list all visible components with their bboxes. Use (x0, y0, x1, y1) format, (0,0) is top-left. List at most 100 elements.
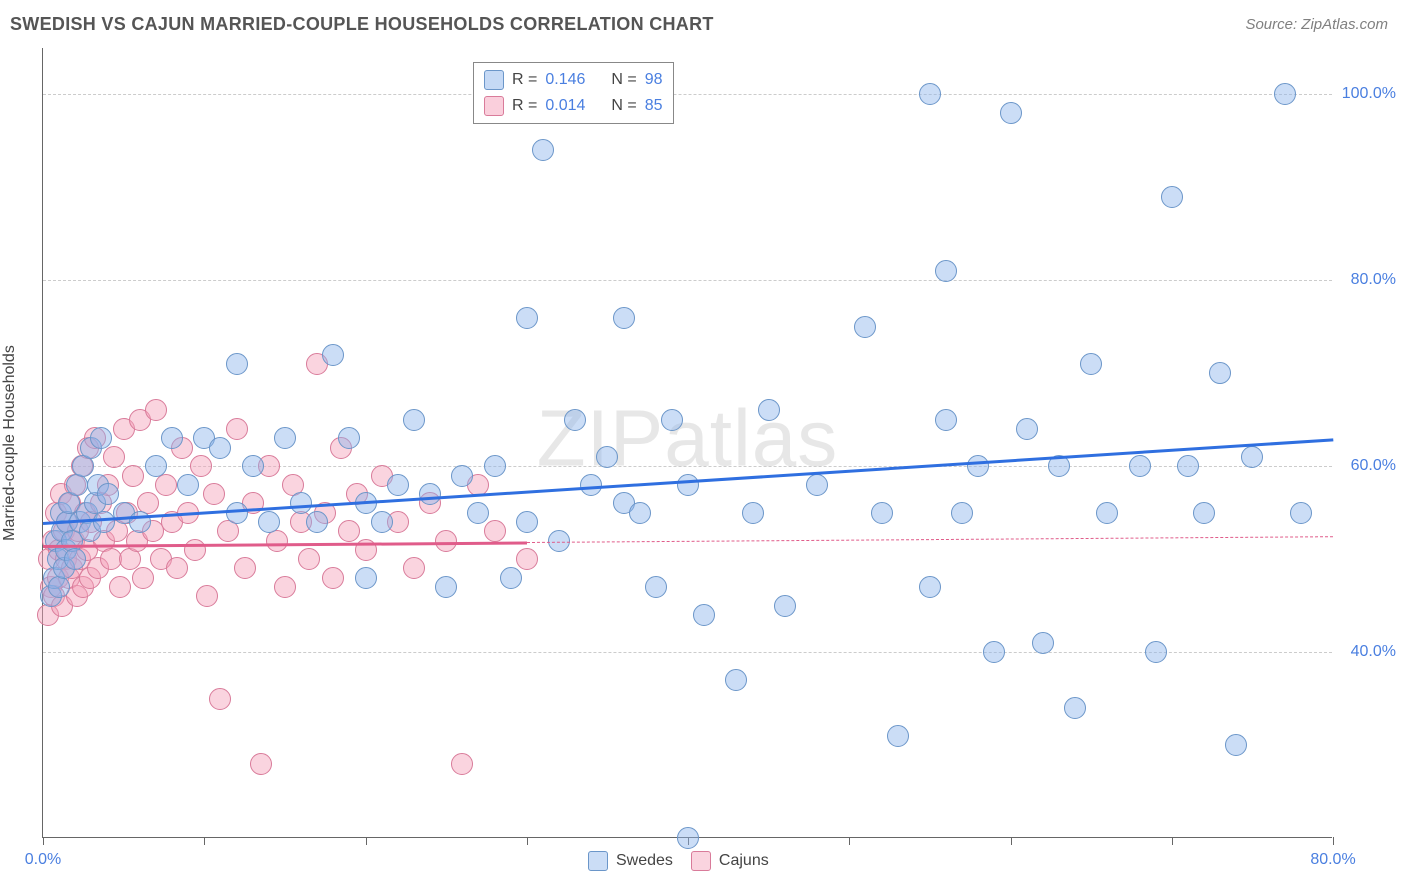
cajuns-point (132, 567, 154, 589)
legend-swatch (484, 96, 504, 116)
n-value: 85 (645, 97, 663, 115)
cajuns-point (203, 483, 225, 505)
plot-area: Married-couple Households ZIPatlas 40.0%… (42, 48, 1332, 838)
swedes-point (355, 567, 377, 589)
swedes-point (1064, 697, 1086, 719)
swedes-point (387, 474, 409, 496)
swedes-point (516, 511, 538, 533)
cajuns-point (166, 557, 188, 579)
scatter-plot: ZIPatlas 40.0%60.0%80.0%100.0%0.0%80.0%R… (42, 48, 1332, 838)
swedes-point (322, 344, 344, 366)
cajuns-point (209, 688, 231, 710)
swedes-point (1032, 632, 1054, 654)
correlation-legend-row: R =0.146N =98 (484, 67, 663, 93)
gridline (43, 94, 1332, 95)
swedes-point (451, 465, 473, 487)
swedes-point (677, 474, 699, 496)
swedes-point (419, 483, 441, 505)
swedes-point (887, 725, 909, 747)
cajuns-point (184, 539, 206, 561)
swedes-point (613, 307, 635, 329)
swedes-point (48, 576, 70, 598)
x-tick (1172, 837, 1173, 845)
swedes-point (564, 409, 586, 431)
gridline (43, 652, 1332, 653)
swedes-point (1241, 446, 1263, 468)
swedes-point (854, 316, 876, 338)
cajuns-point (274, 576, 296, 598)
series-legend-label: Swedes (616, 852, 673, 870)
legend-swatch (484, 70, 504, 90)
swedes-point (548, 530, 570, 552)
cajuns-point (226, 418, 248, 440)
swedes-point (935, 260, 957, 282)
swedes-point (258, 511, 280, 533)
series-legend-item: Swedes (588, 851, 673, 871)
swedes-point (226, 353, 248, 375)
swedes-point (532, 139, 554, 161)
swedes-point (596, 446, 618, 468)
swedes-point (661, 409, 683, 431)
cajuns-point (451, 753, 473, 775)
swedes-point (1016, 418, 1038, 440)
cajuns-point (484, 520, 506, 542)
cajuns-point (190, 455, 212, 477)
x-tick-label: 80.0% (1310, 851, 1355, 869)
swedes-point (758, 399, 780, 421)
swedes-point (435, 576, 457, 598)
y-tick-label: 60.0% (1336, 457, 1396, 475)
swedes-point (677, 827, 699, 849)
swedes-point (1096, 502, 1118, 524)
cajuns-point (122, 465, 144, 487)
swedes-trendline (43, 438, 1333, 525)
n-label: N = (611, 97, 636, 115)
swedes-point (806, 474, 828, 496)
x-tick (849, 837, 850, 845)
chart-header: SWEDISH VS CAJUN MARRIED-COUPLE HOUSEHOL… (0, 0, 1406, 40)
cajuns-point (338, 520, 360, 542)
correlation-legend-row: R =0.014N =85 (484, 93, 663, 119)
swedes-point (725, 669, 747, 691)
swedes-point (145, 455, 167, 477)
r-label: R = (512, 71, 537, 89)
x-tick (1333, 837, 1334, 845)
gridline (43, 280, 1332, 281)
swedes-point (693, 604, 715, 626)
x-tick (43, 837, 44, 845)
swedes-point (484, 455, 506, 477)
swedes-point (645, 576, 667, 598)
swedes-point (177, 474, 199, 496)
cajuns-point (196, 585, 218, 607)
y-tick-label: 80.0% (1336, 271, 1396, 289)
swedes-point (1129, 455, 1151, 477)
n-value: 98 (645, 71, 663, 89)
correlation-legend: R =0.146N =98R =0.014N =85 (473, 62, 674, 124)
swedes-point (338, 427, 360, 449)
series-legend-label: Cajuns (719, 852, 769, 870)
x-tick-label: 0.0% (25, 851, 61, 869)
r-value: 0.146 (545, 71, 585, 89)
swedes-point (1161, 186, 1183, 208)
swedes-point (1290, 502, 1312, 524)
swedes-point (951, 502, 973, 524)
swedes-point (1177, 455, 1199, 477)
swedes-point (1000, 102, 1022, 124)
swedes-point (967, 455, 989, 477)
legend-swatch (588, 851, 608, 871)
cajuns-point (145, 399, 167, 421)
series-legend-item: Cajuns (691, 851, 769, 871)
y-axis-label: Married-couple Households (1, 345, 19, 541)
swedes-point (1209, 362, 1231, 384)
x-tick (1011, 837, 1012, 845)
r-value: 0.014 (545, 97, 585, 115)
cajuns-point (298, 548, 320, 570)
cajuns-point (109, 576, 131, 598)
swedes-point (306, 511, 328, 533)
swedes-point (242, 455, 264, 477)
legend-swatch (691, 851, 711, 871)
swedes-point (919, 576, 941, 598)
series-legend: Swedes Cajuns (588, 851, 769, 871)
swedes-point (209, 437, 231, 459)
swedes-point (774, 595, 796, 617)
swedes-point (1274, 83, 1296, 105)
